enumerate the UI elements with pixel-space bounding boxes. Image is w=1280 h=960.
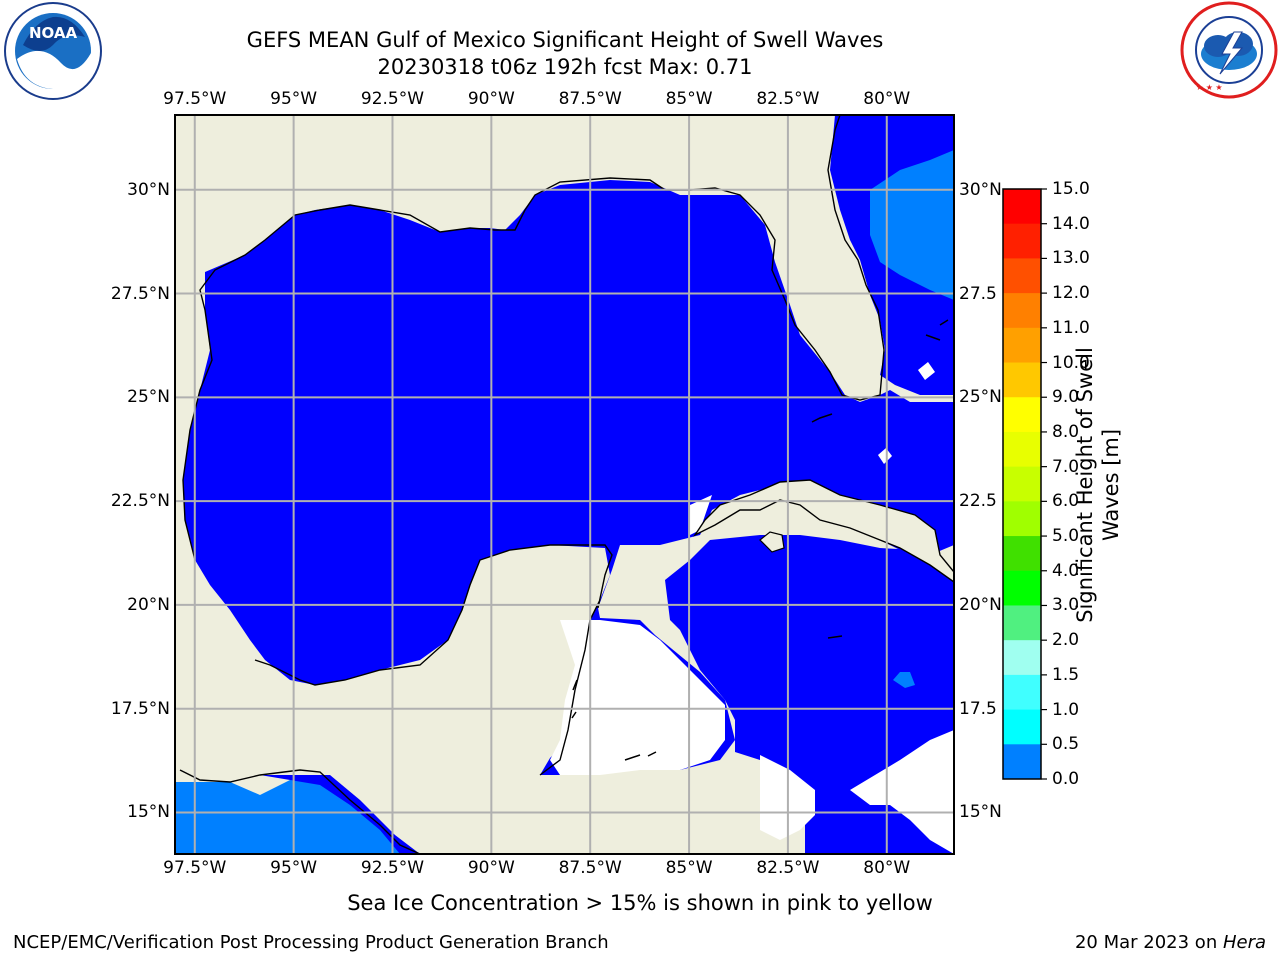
colorbar-segment (1003, 293, 1041, 329)
gulf-swell-field (183, 180, 954, 775)
lat-label-left: 27.5°N (110, 283, 170, 304)
lon-label-bottom: 92.5°W (360, 858, 425, 878)
colorbar-segment (1003, 709, 1041, 745)
colorbar-tick-label: 5.0 (1052, 526, 1080, 547)
islet-nodata (918, 362, 935, 380)
lon-label-top: 82.5°W (756, 89, 820, 109)
lon-label-bottom: 82.5°W (756, 858, 820, 878)
footer-credit: NCEP/EMC/Verification Post Processing Pr… (13, 932, 609, 953)
lat-label-right: 27.5 (959, 283, 997, 304)
map-grid (175, 115, 954, 854)
colorbar-segment (1003, 674, 1041, 711)
lon-label-bottom: 90°W (467, 858, 515, 878)
colorbar-tick-label: 8.0 (1052, 421, 1080, 442)
footer-date: 20 Mar 2023 on Hera (1075, 932, 1266, 954)
colorbar-segment (1003, 327, 1041, 364)
colorbar-tick-label: 6.0 (1052, 491, 1080, 512)
lon-label-top: 87.5°W (558, 89, 622, 109)
islet-nodata-2 (878, 448, 892, 464)
colorbar-segment (1003, 431, 1041, 468)
caribbean-nodata-se (850, 730, 954, 854)
colorbar (1002, 188, 1047, 780)
atlantic-mid-swell (870, 150, 954, 300)
lat-label-left: 25°N (127, 387, 170, 408)
colorbar-tick-label: 0.0 (1052, 769, 1080, 789)
sea-ice-footnote: Sea Ice Concentration > 15% is shown in … (0, 891, 1280, 915)
colorbar-segment (1003, 189, 1041, 225)
colorbar-tick-label: 3.0 (1052, 595, 1080, 616)
colorbar-segment (1003, 501, 1041, 537)
svg-text:★ ★ ★: ★ ★ ★ (1196, 83, 1223, 92)
lon-label-top: 80°W (863, 89, 911, 109)
colorbar-label-line2: Waves [m] (1099, 428, 1123, 542)
lat-label-right: 30°N (959, 179, 1002, 200)
colorbar-tick-label: 2.0 (1052, 630, 1080, 651)
caribbean-mid-swell (893, 672, 915, 688)
sea-ice-footnote-text: Sea Ice Concentration > 15% is shown in … (347, 891, 933, 915)
noaa-logo-icon: NOAA (4, 2, 102, 100)
colorbar-tick-label: 0.5 (1052, 734, 1080, 755)
colorbar-segment (1003, 223, 1041, 259)
colorbar-segment (1003, 744, 1041, 780)
footer-date-text: 20 Mar 2023 on (1074, 932, 1223, 953)
belize-cays (571, 679, 657, 761)
lat-label-right: 25°N (959, 387, 1002, 408)
colorbar-tick-label: 9.0 (1052, 387, 1080, 408)
lat-label-left: 30°N (127, 179, 170, 200)
lon-label-bottom: 80°W (863, 858, 911, 878)
colorbar-segment (1003, 605, 1041, 641)
title-line-2: 20230318 t06z 192h fcst Max: 0.71 (377, 55, 753, 79)
lon-label-bottom: 85°W (665, 858, 713, 878)
lon-label-top: 95°W (270, 89, 318, 109)
colorbar-tick-label: 10.0 (1052, 352, 1090, 373)
lon-label-bottom: 97.5°W (163, 858, 227, 878)
colorbar-tick-label: 15.0 (1052, 179, 1090, 199)
colorbar-tick-label: 4.0 (1052, 560, 1080, 581)
colorbar-tick-label: 13.0 (1052, 248, 1090, 269)
colorbar-segment (1003, 640, 1041, 676)
colorbar-segment (1003, 362, 1041, 398)
colorbar-segment (1003, 570, 1041, 606)
colorbar-segment (1003, 258, 1041, 294)
pacific-swell-field (175, 780, 420, 854)
lat-label-left: 15°N (127, 802, 170, 823)
colorbar-tick-label: 1.0 (1052, 699, 1080, 720)
colorbar-frame (1002, 188, 1042, 780)
lat-label-right: 22.5 (959, 491, 997, 512)
lon-label-bottom: 87.5°W (558, 858, 622, 878)
colorbar-tick-label: 1.5 (1052, 664, 1080, 685)
footer-host: Hera (1222, 932, 1266, 953)
florida-keys (811, 413, 833, 423)
lon-label-top: 92.5°W (360, 89, 425, 109)
colorbar-tick-label: 14.0 (1052, 213, 1090, 234)
colorbar-segment (1003, 536, 1041, 572)
colorbar-segment (1003, 397, 1041, 433)
map-frame (174, 114, 955, 855)
lat-label-right: 20°N (959, 594, 1002, 615)
colorbar-tick-label: 12.0 (1052, 283, 1090, 304)
colorbar-tick-label: 11.0 (1052, 317, 1090, 338)
lon-label-top: 85°W (665, 89, 713, 109)
coastal-nodata-gap (690, 495, 712, 535)
isla-juventud (759, 531, 785, 553)
title-line-1: GEFS MEAN Gulf of Mexico Significant Hei… (246, 28, 884, 52)
nws-logo-icon: ★ ★ ★ (1180, 1, 1278, 99)
lon-label-top: 90°W (467, 89, 515, 109)
lat-label-left: 20°N (127, 594, 170, 615)
lon-label-bottom: 95°W (270, 858, 318, 878)
lat-label-left: 22.5°N (110, 491, 170, 512)
bahamas-islets (827, 319, 949, 639)
lon-label-top: 97.5°W (163, 89, 227, 109)
caribbean-nodata-patch (550, 620, 725, 775)
colorbar-tick-label: 7.0 (1052, 456, 1080, 477)
colorbar-label-line1: Significant Height of Swell (1073, 347, 1097, 623)
colorbar-segment (1003, 466, 1041, 502)
gulf-coastline (179, 115, 885, 854)
lat-label-left: 17.5°N (110, 698, 170, 719)
noaa-logo-text: NOAA (29, 24, 78, 42)
lat-label-right: 17.5 (959, 698, 997, 719)
lat-label-right: 15°N (959, 802, 1002, 823)
